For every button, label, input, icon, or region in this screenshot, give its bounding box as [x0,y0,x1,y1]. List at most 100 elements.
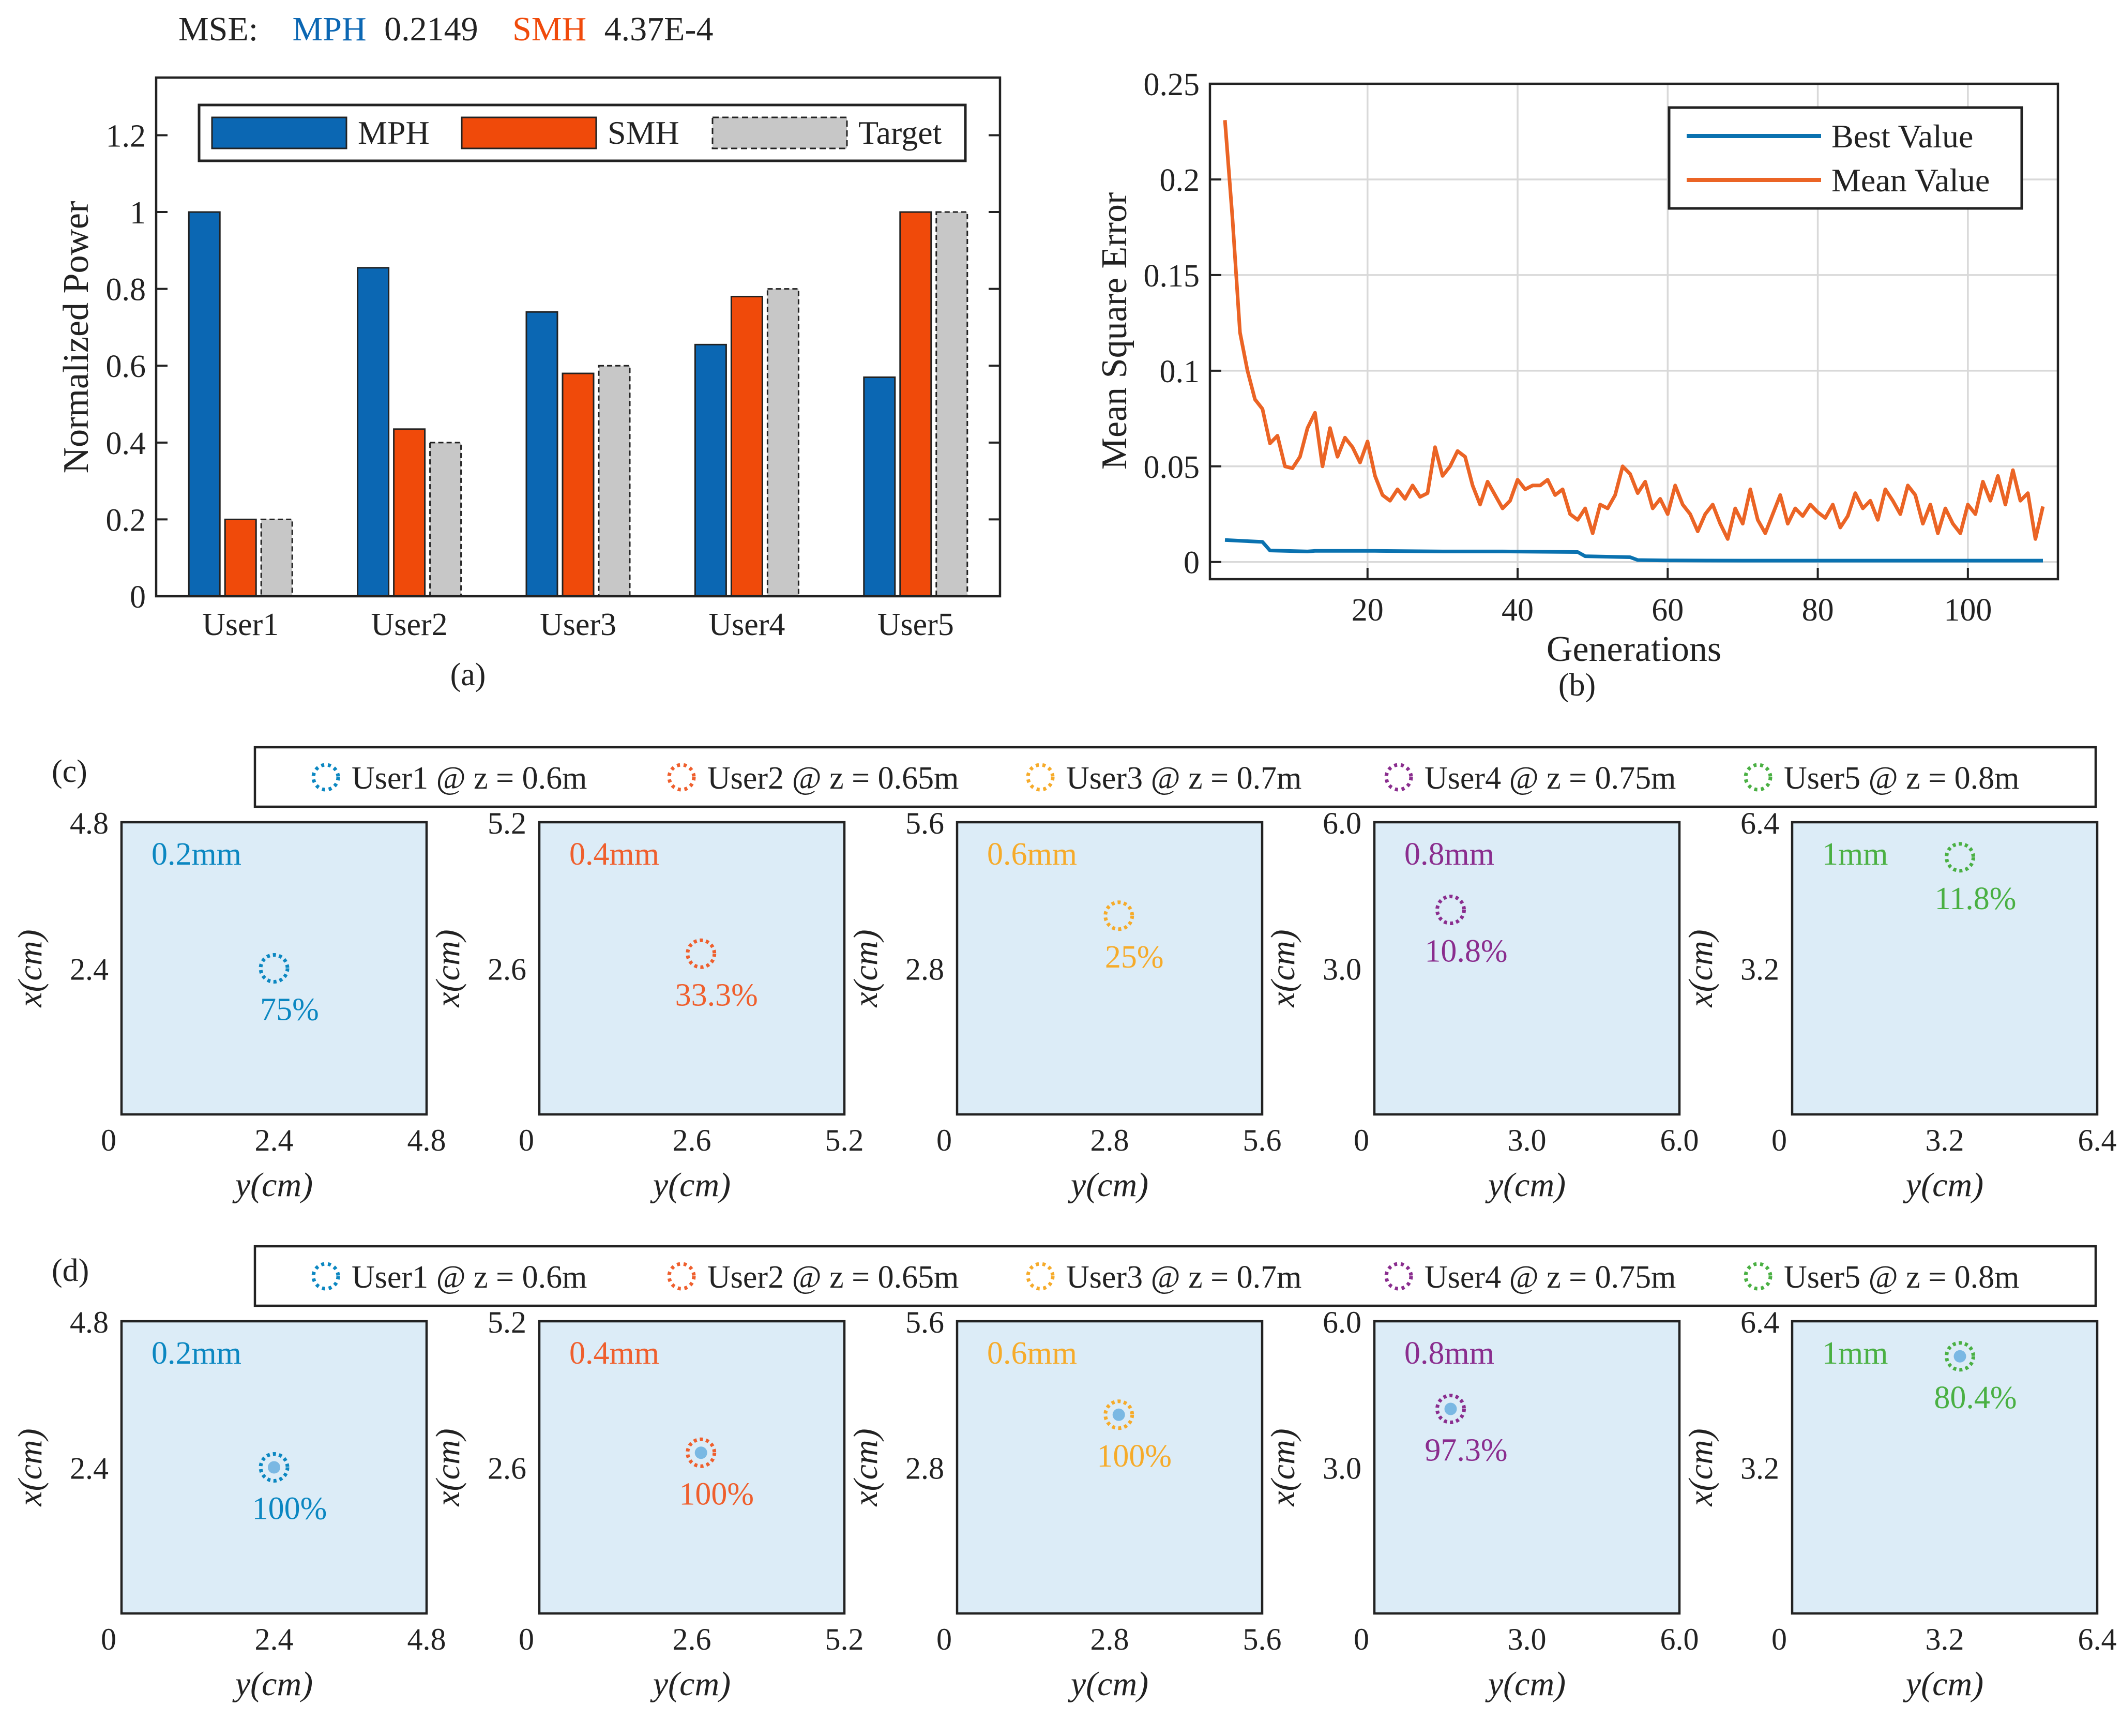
x-axis-label: y(cm) [232,1166,313,1204]
bar-group [188,211,968,597]
bar-target-user2 [429,442,462,597]
bar-target-user4 [766,288,799,597]
y-axis-label: x(cm) [11,929,49,1007]
x-tick-label-max: 6.4 [2078,1622,2117,1656]
aperture-size-label: 0.6mm [987,837,1077,872]
mean-value-line [1223,120,2045,541]
x-axis-label: y(cm) [1485,1166,1566,1204]
y-tick-label-mid: 3.0 [1323,953,1361,987]
panel-caption-c: (c) [52,754,87,789]
bar-target-user5 [935,211,968,597]
aperture-size-label: 0.2mm [152,837,241,872]
efficiency-label: 33.3% [675,977,758,1013]
x-tick-label-mid: 2.4 [255,1123,294,1157]
bar-mph-user2 [357,267,390,597]
heatmap-panel-user2: 0.4mm 100% 5.2 2.6 0 2.6 5.2 y(cm) x(cm) [429,1305,864,1703]
plot-frame [1208,82,2059,581]
focus-marker [1945,842,1975,873]
x-axis-label: y(cm) [1068,1166,1148,1204]
heatmap-background [538,1320,846,1615]
y-axis-label: x(cm) [1682,1428,1720,1506]
efficiency-label: 97.3% [1425,1433,1507,1468]
focal-spot [1444,1402,1457,1415]
legend: User1 @ z = 0.6m User2 @ z = 0.65m User3 @… [253,746,2097,808]
legend-box [1668,106,2023,210]
y-axis-label: x(cm) [11,1428,49,1506]
y-tick-label-max: 5.6 [905,1305,944,1339]
focus-marker [686,1437,717,1468]
heatmap-panel-user1: 0.2mm 75% 4.8 2.4 0 2.4 4.8 y(cm) x(cm) [11,806,446,1204]
bar-mph-user1 [188,211,221,597]
category-label: User4 [708,607,785,642]
aperture-size-label: 0.4mm [569,837,659,872]
x-tick-label-max: 5.6 [1243,1123,1282,1157]
bar-smh-user5 [899,211,932,597]
x-tick-label: 100 [1944,593,1992,628]
y-tick-label: 0.15 [1144,259,1200,294]
bar-target-user1 [260,518,293,597]
x-tick-label-max: 6.0 [1660,1622,1699,1656]
y-axis-label: Mean Square Error [1095,192,1134,470]
bar-smh-user1 [224,518,257,597]
legend-box [253,1245,2097,1307]
heatmap-panel-user4: 0.8mm 97.3% 6.0 3.0 0 3.0 6.0 y(cm) x(cm) [1264,1305,1699,1703]
heatmap-background [1373,821,1681,1116]
x-tick-label-origin: 0 [101,1123,116,1157]
focus-marker [259,1452,290,1483]
bar-mph-user5 [863,376,896,597]
legend-label-mean: Mean Value [1831,162,1990,199]
efficiency-label: 80.4% [1934,1380,2017,1415]
legend-marker-user3 [1026,1262,1055,1291]
heatmap-row-c: (c) User1 @ z = 0.6m User2 @ z = 0.65m User… [11,746,2117,1204]
legend-marker-user4 [1384,763,1413,792]
panel-caption-d: (d) [52,1253,89,1288]
y-tick-label: 0.4 [106,426,146,461]
focus-marker [686,938,717,969]
y-tick-label-mid: 2.6 [488,1452,526,1486]
bar-chart: 00.20.40.60.811.2 User1 User2 User3 User4 Us… [56,76,1002,692]
heatmap-panel-user3: 0.6mm 100% 5.6 2.8 0 2.8 5.6 y(cm) x(cm) [847,1305,1282,1703]
series-lines [1223,120,2045,563]
x-axis-label: y(cm) [1903,1665,1983,1703]
focal-spot [1953,1350,1966,1363]
y-tick-label-max: 6.4 [1740,806,1779,840]
legend-marker-user2 [667,1262,696,1291]
legend-marker-user1 [311,763,340,792]
x-tick-label-origin: 0 [1771,1123,1787,1157]
x-axis-label: y(cm) [650,1665,731,1703]
legend-marker-user5 [1744,1262,1772,1291]
focus-marker [1103,900,1134,931]
category-label: User1 [202,607,279,642]
mse-mph-label: MPH [293,10,367,48]
mse-smh-label: SMH [512,10,586,48]
efficiency-label: 25% [1105,940,1164,975]
heatmap-panel-user5: 1mm 11.8% 6.4 3.2 0 3.2 6.4 y(cm) x(cm) [1682,806,2117,1204]
mse-prefix: MSE: [178,10,258,48]
y-tick-label-max: 4.8 [70,1305,109,1339]
heatmap-panel-user1: 0.2mm 100% 4.8 2.4 0 2.4 4.8 y(cm) x(cm) [11,1305,446,1703]
x-tick-label-mid: 2.6 [673,1622,711,1656]
legend-swatch-mph [211,116,347,149]
x-tick-label-origin: 0 [936,1622,952,1656]
y-tick-label: 0.25 [1144,67,1200,102]
x-axis-label: y(cm) [1485,1665,1566,1703]
x-tick-label-max: 5.2 [825,1622,864,1656]
y-tick-label: 0.05 [1144,450,1200,485]
legend-label-smh: SMH [608,114,679,151]
y-tick-label-mid: 2.6 [488,953,526,987]
bar-smh-user2 [393,428,426,597]
legend-label-best: Best Value [1831,118,1973,155]
y-tick-label: 0.2 [1160,163,1200,198]
y-tick-label-max: 5.2 [488,1305,526,1339]
legend-marker-user1 [311,1262,340,1291]
aperture-size-label: 0.2mm [152,1336,241,1371]
heatmap-background [538,821,846,1116]
y-axis-label: x(cm) [429,929,467,1007]
x-tick-label-origin: 0 [519,1123,534,1157]
heatmap-background [956,1320,1264,1615]
x-tick-label-mid: 3.2 [1926,1622,1964,1656]
legend-swatch-target [711,116,848,149]
efficiency-label: 75% [260,992,319,1028]
focus-marker [1435,895,1466,925]
mse-mph-value: 0.2149 [384,10,478,48]
